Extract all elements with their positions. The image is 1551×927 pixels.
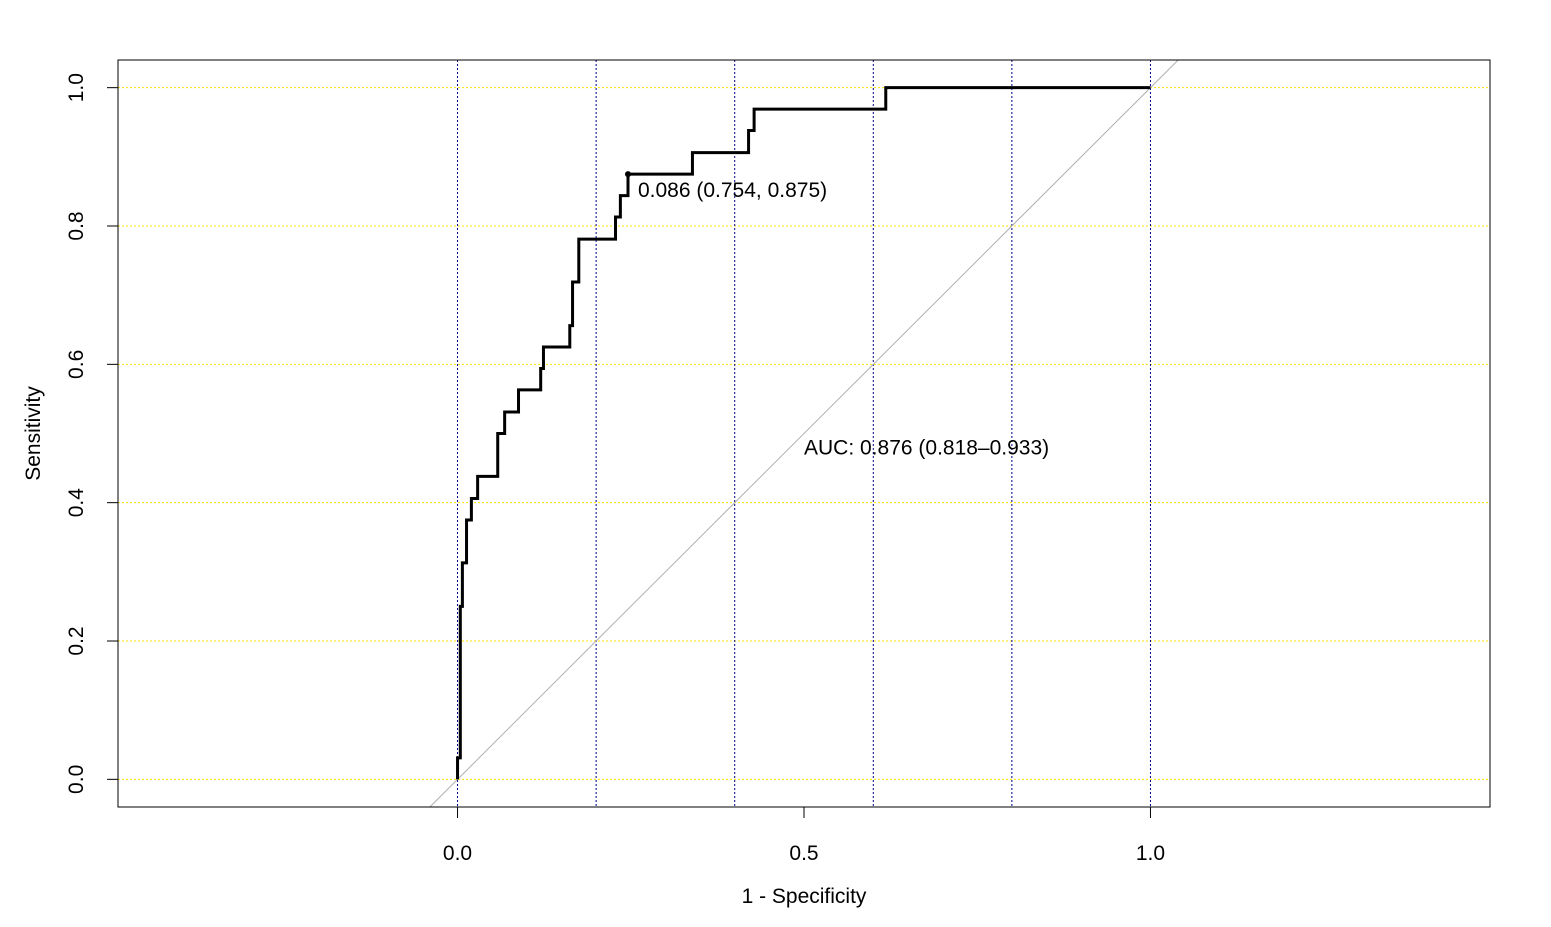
y-tick-label: 0.2 <box>65 626 88 655</box>
y-tick-label: 0.6 <box>65 350 88 379</box>
best-threshold-point <box>624 171 631 178</box>
grid-lines <box>118 60 1490 807</box>
y-axis-title: Sensitivity <box>22 386 45 481</box>
x-axis: 0.0 0.5 1.0 <box>443 806 1165 865</box>
y-tick-label: 0.0 <box>65 765 88 794</box>
y-tick-label: 0.8 <box>65 211 88 240</box>
reference-diagonal-line <box>429 59 1179 808</box>
x-tick-label: 0.0 <box>443 842 472 865</box>
best-threshold-label: 0.086 (0.754, 0.875) <box>638 179 827 202</box>
x-axis-title: 1 - Specificity <box>742 885 867 908</box>
y-tick-label: 0.4 <box>65 488 88 518</box>
x-tick-label: 0.5 <box>789 842 818 865</box>
y-tick-label: 1.0 <box>65 73 88 102</box>
x-tick-label: 1.0 <box>1136 842 1165 865</box>
auc-annotation: AUC: 0.876 (0.818–0.933) <box>804 436 1049 459</box>
y-axis: 0.0 0.2 0.4 0.6 0.8 1.0 <box>65 73 119 794</box>
roc-curve <box>456 86 1151 780</box>
